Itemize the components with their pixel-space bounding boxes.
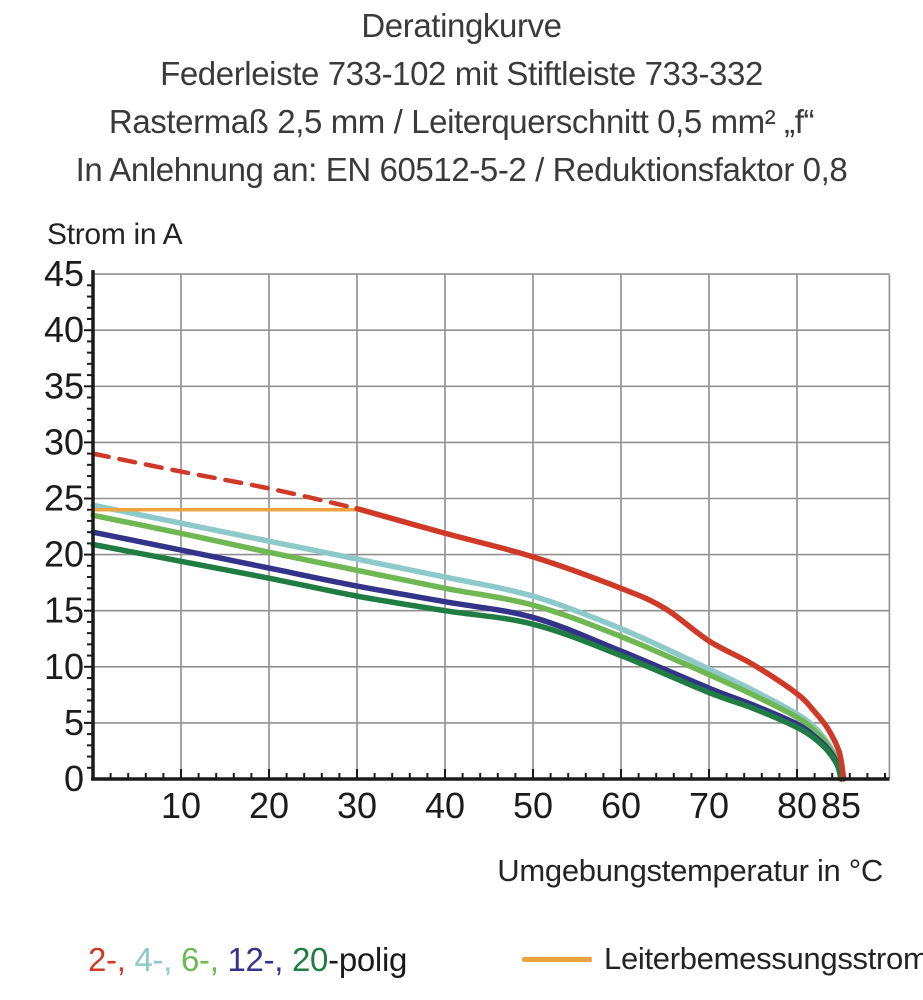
legend-pole-segment: 4-, (125, 941, 173, 978)
y-axis-title: Strom in A (47, 218, 183, 251)
curve-4-polig (90, 502, 844, 782)
x-tick-label: 85 (821, 785, 861, 826)
curve-12-polig (90, 529, 844, 782)
y-tick-label: 40 (44, 309, 84, 350)
x-tick-label: 60 (601, 785, 641, 826)
legend-pole-segment: 6-, (172, 941, 219, 978)
legend-rated-current: Leiterbemessungsstrom (522, 941, 923, 977)
legend-pole-segment: 2-, (88, 941, 126, 978)
y-tick-label: 0 (64, 758, 84, 799)
title-block: Deratingkurve Federleiste 733-102 mit St… (0, 2, 923, 194)
x-tick-label: 80 (777, 785, 817, 826)
legend-pole-segment: 20 (283, 941, 329, 978)
x-axis-title: Umgebungstemperatur in °C (497, 853, 883, 888)
y-tick-label: 35 (44, 365, 84, 406)
curve-6-polig (90, 512, 845, 782)
y-tick-label: 20 (44, 534, 84, 575)
y-tick-label: 10 (44, 646, 84, 687)
y-tick-label: 5 (64, 702, 84, 743)
x-tick-label: 20 (249, 785, 289, 826)
y-tick-label: 30 (44, 421, 84, 462)
x-tick-label: 40 (425, 785, 465, 826)
rated-current-swatch (522, 956, 592, 962)
title-subline-standard: In Anlehnung an: EN 60512-5-2 / Reduktio… (75, 151, 848, 188)
curve-20-polig (90, 541, 844, 782)
page-title: Deratingkurve (361, 7, 562, 44)
y-tick-label: 15 (44, 590, 84, 631)
x-tick-label: 70 (689, 785, 729, 826)
title-subline-specs: Rastermaß 2,5 mm / Leiterquerschnitt 0,5… (108, 103, 815, 140)
y-tick-label: 25 (44, 478, 84, 519)
legend-pole-counts: 2-, 4-, 6-, 12-, 20-polig (88, 941, 407, 979)
rated-current-label: Leiterbemessungsstrom (604, 941, 923, 976)
x-tick-label: 30 (337, 785, 377, 826)
x-tick-label: 50 (513, 785, 553, 826)
legend-pole-segment: -polig (328, 941, 408, 978)
curve-2-polig-ohne-reduktionsfaktor- (90, 451, 360, 511)
title-subline-products: Federleiste 733-102 mit Stiftleiste 733-… (160, 55, 763, 92)
legend-pole-segment: 12-, (218, 941, 284, 978)
y-tick-label: 45 (44, 253, 84, 294)
curve-2-polig (354, 505, 847, 782)
x-tick-label: 10 (161, 785, 201, 826)
